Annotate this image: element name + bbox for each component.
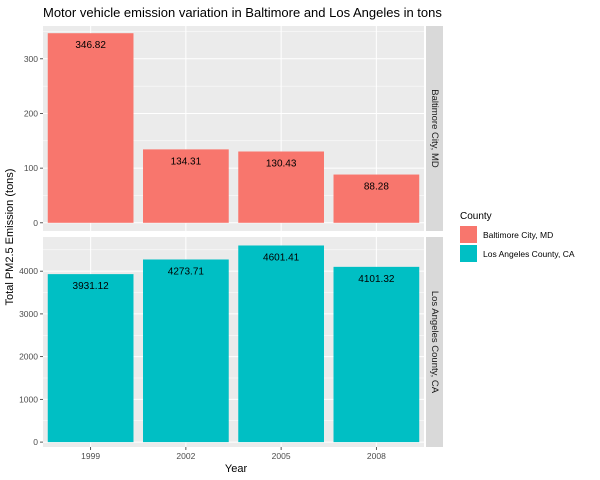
facet-panel: 3931.12 4273.71 4601.41 4101.32 0 1000 2000 300… xyxy=(19,237,443,447)
y-axis-title: Total PM2.5 Emission (tons) xyxy=(4,169,16,306)
y-tick-label: 0 xyxy=(33,437,38,447)
facet-strip-label: Los Angeles County, CA xyxy=(429,291,440,394)
bar xyxy=(238,151,324,223)
y-tick-label: 2000 xyxy=(19,352,38,362)
data-label: 134.31 xyxy=(171,156,202,167)
x-axis-title: Year xyxy=(225,463,248,475)
legend: County Baltimore City, MD Los Angeles Cou… xyxy=(460,211,575,262)
y-tick-label: 100 xyxy=(24,163,38,173)
facet-strip xyxy=(426,26,443,231)
y-tick-label: 4000 xyxy=(19,266,38,276)
bar xyxy=(333,174,420,223)
chart-title: Motor vehicle emission variation in Balt… xyxy=(43,5,442,20)
x-tick-label: 2005 xyxy=(272,451,291,461)
x-tick-label: 1999 xyxy=(81,451,100,461)
y-tick-label: 300 xyxy=(24,54,38,64)
data-label: 4273.71 xyxy=(168,266,205,277)
legend-label: Los Angeles County, CA xyxy=(483,249,575,259)
facet-strip-label: Baltimore City, MD xyxy=(429,89,440,168)
y-tick-label: 200 xyxy=(24,108,38,118)
facet-strip xyxy=(426,237,443,447)
data-label: 130.43 xyxy=(266,158,297,169)
bar xyxy=(47,33,134,223)
bar xyxy=(333,266,420,443)
y-tick-label: 3000 xyxy=(19,309,38,319)
y-tick-label: 0 xyxy=(33,218,38,228)
bar xyxy=(143,149,229,223)
facet-panels: 346.82 134.31 130.43 88.28 0 100 200 300 Baltimo… xyxy=(19,26,443,461)
facet-panel: 346.82 134.31 130.43 88.28 0 100 200 300 Baltimo… xyxy=(24,26,443,231)
data-label: 88.28 xyxy=(364,182,389,193)
bar xyxy=(47,274,134,443)
legend-label: Baltimore City, MD xyxy=(483,230,553,240)
y-tick-label: 1000 xyxy=(19,394,38,404)
x-tick-label: 2002 xyxy=(176,451,195,461)
legend-title: County xyxy=(460,211,492,222)
data-label: 3931.12 xyxy=(73,281,110,292)
data-label: 4101.32 xyxy=(358,274,395,285)
bar xyxy=(238,245,324,443)
x-tick-label: 2008 xyxy=(367,451,386,461)
legend-swatch xyxy=(460,245,477,262)
data-label: 346.82 xyxy=(75,40,106,51)
data-label: 4601.41 xyxy=(263,252,300,263)
bar xyxy=(143,259,229,443)
legend-swatch xyxy=(460,226,477,243)
